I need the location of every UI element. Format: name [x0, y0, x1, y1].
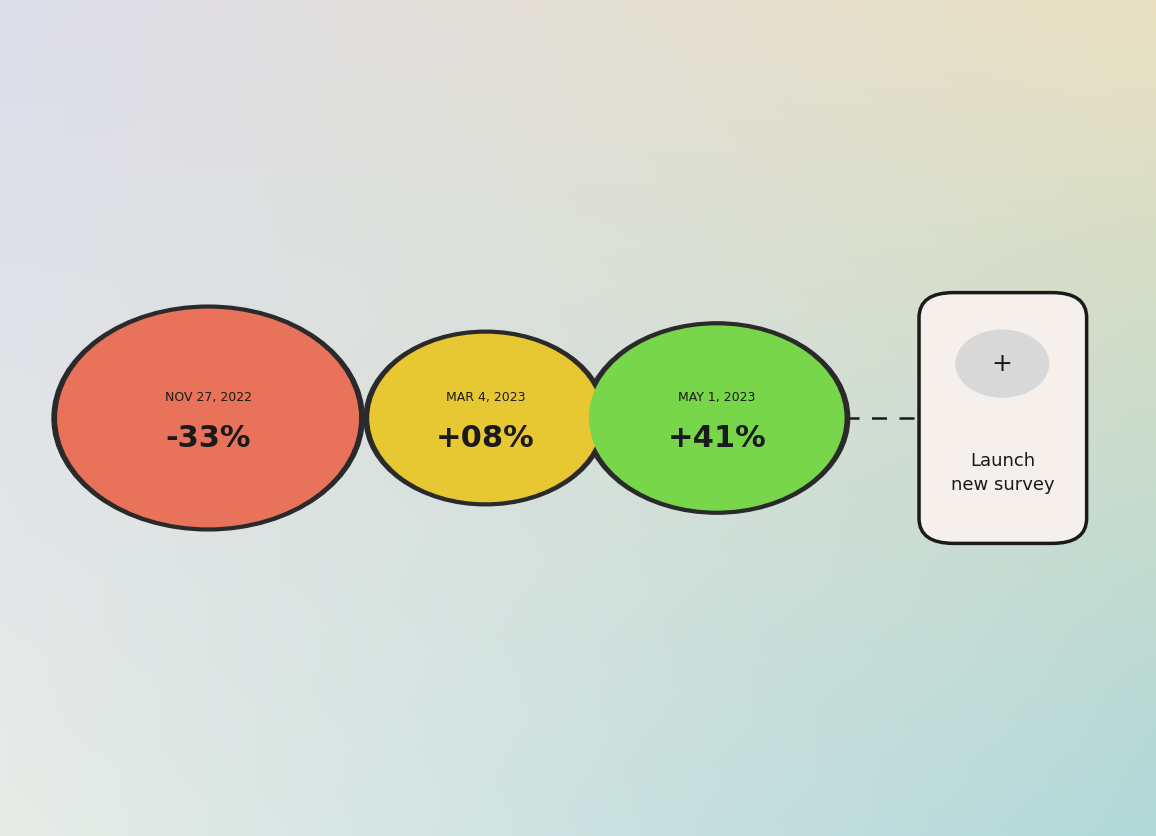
Text: Launch
new survey: Launch new survey [951, 452, 1054, 494]
Circle shape [52, 305, 364, 531]
Circle shape [370, 334, 601, 502]
FancyBboxPatch shape [919, 293, 1087, 543]
Circle shape [584, 322, 850, 514]
Circle shape [956, 330, 1048, 397]
Text: MAY 1, 2023: MAY 1, 2023 [679, 390, 755, 404]
Text: +08%: +08% [436, 425, 535, 453]
Circle shape [364, 330, 607, 506]
Text: +41%: +41% [667, 425, 766, 453]
Circle shape [590, 326, 844, 510]
Text: NOV 27, 2022: NOV 27, 2022 [164, 390, 252, 404]
Text: MAR 4, 2023: MAR 4, 2023 [446, 390, 525, 404]
Text: +: + [992, 352, 1013, 375]
Circle shape [58, 309, 358, 527]
Text: -33%: -33% [165, 425, 251, 453]
